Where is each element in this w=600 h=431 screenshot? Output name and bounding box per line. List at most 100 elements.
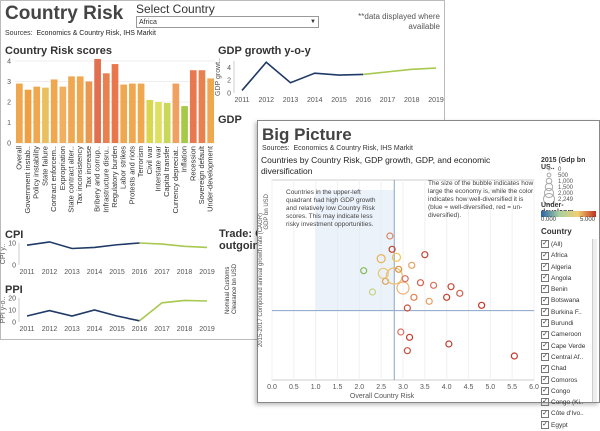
- checkbox-icon[interactable]: ✓: [541, 262, 549, 271]
- risk-bar: [189, 70, 197, 143]
- color-legend-min: 0.000: [541, 217, 557, 223]
- country-bubble: [360, 267, 368, 275]
- country-filter-list: ✓ (All) ✓ Africa ✓ Algeria ✓ Angola ✓ Benin ✓ Botsw…: [541, 239, 599, 431]
- gdp-x-tick: 2012: [258, 97, 274, 104]
- gdp-x-tick: 2014: [307, 97, 323, 104]
- risk-y-tick: 1: [7, 120, 11, 127]
- country-filter-item[interactable]: ✓ Egypt: [541, 420, 599, 431]
- checkbox-icon[interactable]: ✓: [541, 296, 549, 305]
- sources-value: Economics & Country Risk, IHS Markit: [36, 30, 156, 37]
- cpi-y-tick: 0: [12, 263, 16, 270]
- country-filter-item[interactable]: ✓ Comoros: [541, 375, 599, 386]
- gdp-x-tick: 2013: [283, 97, 299, 104]
- checkbox-icon[interactable]: ✓: [541, 285, 549, 294]
- risk-bar: [24, 89, 32, 143]
- country-bubble: [510, 352, 518, 360]
- risk-bar: [85, 81, 93, 143]
- gdp-title-partial: GDP: [218, 114, 242, 126]
- checkbox-icon[interactable]: ✓: [541, 409, 549, 418]
- gdp-x-tick: 2015: [331, 97, 347, 104]
- checkbox-icon[interactable]: ✓: [541, 240, 549, 249]
- scatter-x-tick: 0.0: [267, 384, 277, 391]
- country-filter-item[interactable]: ✓ Cape Verde: [541, 341, 599, 352]
- country-filter-label: Cape Verde: [551, 342, 586, 350]
- scatter-subtitle: Countries by Country Risk, GDP growth, G…: [261, 155, 491, 176]
- country-filter-item[interactable]: ✓ Botswana: [541, 295, 599, 306]
- checkbox-icon[interactable]: ✓: [541, 341, 549, 350]
- risk-category-label: Recession: [188, 146, 197, 181]
- country-filter-item[interactable]: ✓ Côte d'Ivo..: [541, 408, 599, 419]
- ppi-y-tick: 0: [12, 320, 16, 327]
- risk-bar: [172, 83, 180, 143]
- size-legend-label: 1,000: [558, 179, 574, 185]
- risk-category-label: Sovereign default: [197, 145, 206, 204]
- checkbox-icon[interactable]: ✓: [541, 308, 549, 317]
- checkbox-icon[interactable]: ✓: [541, 251, 549, 260]
- cpi-x-tick: 2014: [87, 269, 103, 276]
- country-filter-item[interactable]: ✓ Congo: [541, 386, 599, 397]
- risk-growth-scatter[interactable]: 0.0 0.5 1.0 1.5 2.0 2.5 3.0 3.5 4.0 4.5 5.0 5.5 6.0 O…: [258, 176, 539, 404]
- page-title: Country Risk: [5, 3, 124, 24]
- size-legend-label: 2,249: [558, 197, 574, 203]
- country-bubble: [403, 304, 411, 312]
- cpi-title: CPI: [5, 229, 24, 241]
- checkbox-icon[interactable]: ✓: [541, 421, 549, 430]
- country-filter-label: Côte d'Ivo..: [551, 410, 584, 418]
- country-bubble: [377, 267, 389, 279]
- country-filter-item[interactable]: ✓ Africa: [541, 250, 599, 261]
- checkbox-icon[interactable]: ✓: [541, 398, 549, 407]
- country-bubble: [445, 340, 453, 348]
- country-filter-item[interactable]: ✓ Benin: [541, 284, 599, 295]
- country-filter-item[interactable]: ✓ Angola: [541, 273, 599, 284]
- sources-line: Sources: Economics & Country Risk, IHS M…: [5, 30, 156, 37]
- scatter-x-tick: 3.0: [398, 384, 408, 391]
- country-filter-item[interactable]: ✓ Central Af..: [541, 352, 599, 363]
- checkbox-icon[interactable]: ✓: [541, 274, 549, 283]
- country-filter-title: Country: [541, 227, 572, 236]
- checkbox-icon[interactable]: ✓: [541, 353, 549, 362]
- cpi-x-tick: 2012: [42, 269, 58, 276]
- cpi-x-tick: 2016: [132, 269, 148, 276]
- risk-y-tick: 3: [7, 79, 11, 86]
- risk-category-label: Bribery and corrup..: [93, 146, 102, 212]
- risk-category-label: State failure: [40, 146, 49, 186]
- country-filter-label: Africa: [551, 252, 568, 260]
- country-filter-item[interactable]: ✓ Burkina F..: [541, 307, 599, 318]
- country-bubble: [478, 301, 486, 309]
- chevron-down-icon[interactable]: ▼: [310, 19, 316, 25]
- checkbox-icon[interactable]: ✓: [541, 364, 549, 373]
- checkbox-icon[interactable]: ✓: [541, 375, 549, 384]
- size-legend-bubble: [545, 177, 553, 185]
- country-filter-item[interactable]: ✓ Cameroon: [541, 329, 599, 340]
- checkbox-icon[interactable]: ✓: [541, 387, 549, 396]
- scatter-x-tick: 1.0: [311, 384, 321, 391]
- country-filter-item[interactable]: ✓ Burundi: [541, 318, 599, 329]
- country-bubble: [396, 281, 410, 295]
- country-bubble: [386, 232, 394, 240]
- country-filter-label: Egypt: [551, 421, 568, 429]
- cpi-x-tick: 2015: [109, 269, 125, 276]
- risk-category-label: Tax increase: [84, 146, 93, 188]
- risk-category-label: Overall: [14, 146, 23, 170]
- risk-category-label: Labor strikes: [119, 146, 128, 189]
- checkbox-icon[interactable]: ✓: [541, 330, 549, 339]
- checkbox-icon[interactable]: ✓: [541, 319, 549, 328]
- country-filter-label: Chad: [551, 365, 567, 373]
- country-list-scrollbar[interactable]: [592, 239, 597, 402]
- country-filter-item[interactable]: ✓ Algeria: [541, 262, 599, 273]
- risk-category-label: Under-development: [206, 145, 215, 212]
- ppi-series-forecast: [139, 299, 208, 322]
- color-legend-bar: [541, 211, 596, 217]
- country-bubble: [395, 265, 403, 273]
- country-select[interactable]: Africa ▼: [136, 16, 319, 28]
- gdp-axis-label: GDP bn USD: [264, 193, 270, 229]
- scatter-x-tick: 1.5: [333, 384, 343, 391]
- country-filter-item[interactable]: ✓ (All): [541, 239, 599, 250]
- country-filter-item[interactable]: ✓ Chad: [541, 363, 599, 374]
- risk-bar: [198, 70, 206, 143]
- gdp-y-label: GDP growt..: [215, 58, 222, 96]
- trade-title-partial: Trade: C outgoing: [219, 228, 267, 252]
- ppi-x-tick: 2016: [132, 326, 148, 333]
